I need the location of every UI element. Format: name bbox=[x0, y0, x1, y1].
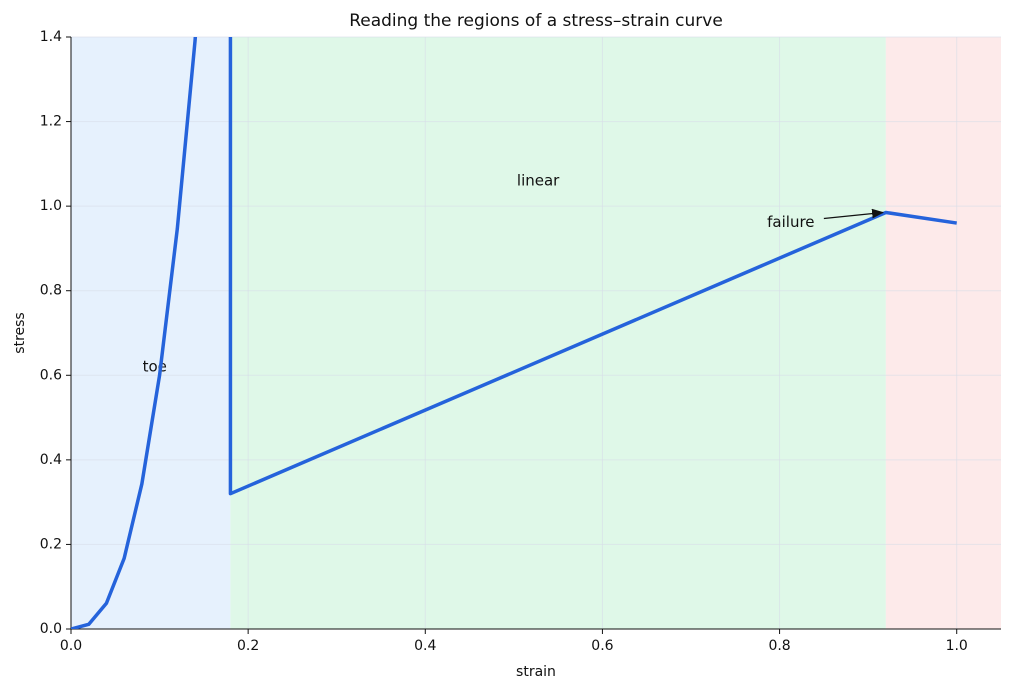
y-tick-label: 0.4 bbox=[40, 452, 62, 468]
annotation: failure bbox=[767, 213, 814, 231]
region bbox=[230, 37, 886, 629]
y-tick-label: 1.2 bbox=[40, 114, 62, 130]
region-label: linear bbox=[517, 171, 560, 189]
y-tick-label: 0.0 bbox=[40, 621, 62, 637]
x-tick-label: 0.8 bbox=[768, 638, 790, 654]
x-tick-label: 1.0 bbox=[946, 638, 968, 654]
x-tick-label: 0.6 bbox=[591, 638, 613, 654]
x-tick-label: 0.4 bbox=[414, 638, 436, 654]
y-tick-label: 0.2 bbox=[40, 536, 62, 552]
y-tick-label: 0.6 bbox=[40, 367, 62, 383]
region bbox=[71, 37, 231, 629]
x-tick-label: 0.2 bbox=[237, 638, 259, 654]
x-tick-label: 0.0 bbox=[60, 638, 82, 654]
plot-area bbox=[71, 37, 957, 629]
region bbox=[885, 37, 1001, 629]
x-axis-label: strain bbox=[516, 664, 556, 680]
chart-title: Reading the regions of a stress–strain c… bbox=[349, 11, 723, 31]
y-tick-label: 0.8 bbox=[40, 283, 62, 299]
annotation-arrow bbox=[823, 208, 885, 220]
region-label: toe bbox=[143, 357, 167, 375]
y-tick-label: 1.4 bbox=[40, 29, 62, 45]
y-tick-label: 1.0 bbox=[40, 198, 62, 214]
line-series bbox=[71, 37, 957, 629]
y-axis-label: stress bbox=[12, 312, 28, 353]
